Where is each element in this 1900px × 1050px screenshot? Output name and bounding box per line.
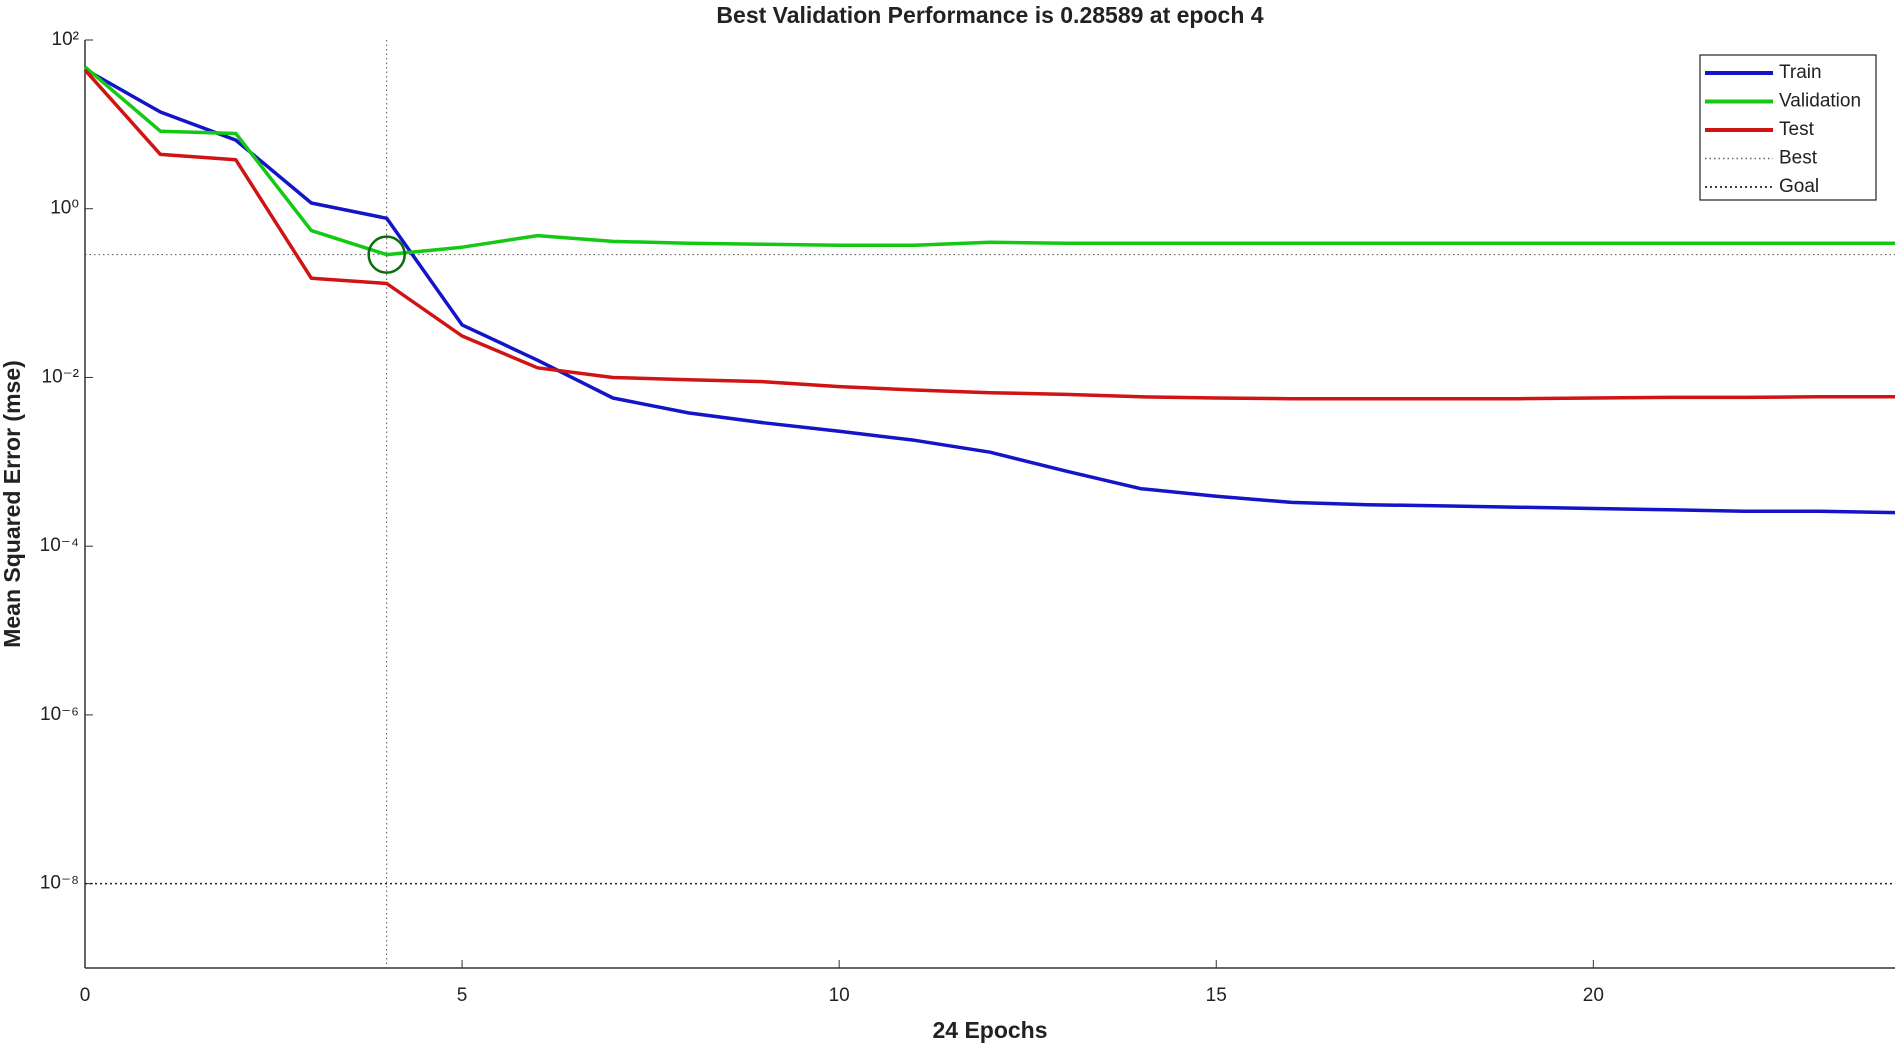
y-tick-label: 10⁰ [50, 198, 79, 219]
x-axis-label: 24 Epochs [932, 1017, 1047, 1043]
y-tick-label: 10⁻⁶ [40, 704, 79, 725]
x-tick-label: 10 [829, 985, 850, 1006]
y-tick-label: 10⁻⁴ [40, 535, 79, 556]
chart-title: Best Validation Performance is 0.28589 a… [716, 2, 1263, 28]
legend-label: Best [1779, 148, 1818, 169]
series-line [84, 67, 1896, 515]
legend-label: Goal [1779, 176, 1819, 197]
y-axis-label: Mean Squared Error (mse) [0, 360, 25, 648]
x-tick-label: 15 [1206, 985, 1227, 1006]
series-line [83, 65, 1895, 257]
legend-label: Train [1779, 62, 1822, 83]
y-tick-label: 10² [52, 29, 79, 50]
best-marker [367, 235, 406, 274]
legend-box [1699, 54, 1877, 201]
series-line [83, 68, 1895, 401]
y-tick-label: 10⁻⁸ [40, 873, 79, 894]
y-tick-label: 10⁻² [42, 366, 80, 387]
x-tick-label: 20 [1583, 985, 1604, 1006]
legend-label: Test [1779, 119, 1815, 140]
legend-label: Validation [1779, 91, 1861, 112]
x-tick-label: 5 [457, 985, 468, 1006]
x-tick-label: 0 [80, 985, 91, 1006]
